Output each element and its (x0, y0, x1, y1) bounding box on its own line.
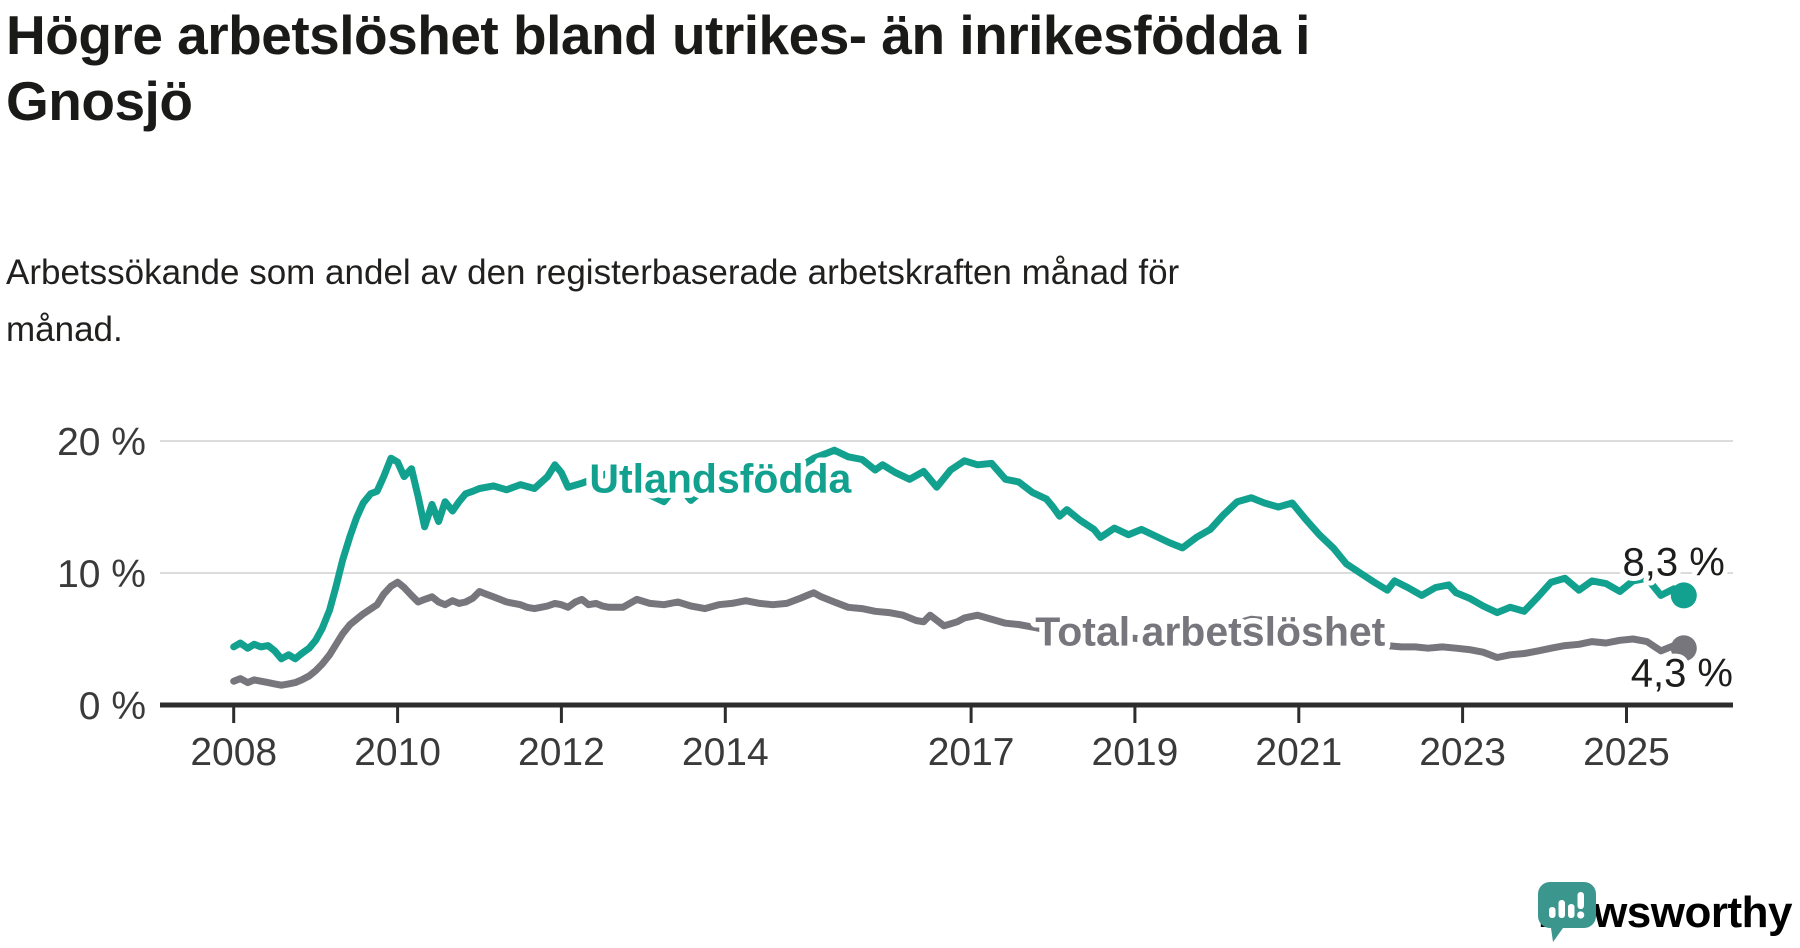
series-line-utlandsfodda (230, 446, 1688, 663)
exclamation-dot (1576, 911, 1585, 919)
x-tick-label-2012: 2012 (518, 731, 605, 774)
speech-bubble-bar-chart-icon (1537, 882, 1596, 942)
chart-title-line-2: Gnosjö (6, 70, 193, 132)
x-tick-label-2014: 2014 (682, 731, 769, 774)
x-tick-label-2025: 2025 (1583, 731, 1670, 774)
x-tick-label-2019: 2019 (1092, 731, 1179, 774)
end-dot-utlandsfodda (1670, 582, 1697, 609)
y-tick-label-0pct: 0 % (79, 685, 146, 728)
y-tick-label-20pct: 20 % (57, 421, 146, 464)
bar-tall (1558, 900, 1565, 918)
y-tick-label-10pct: 10 % (57, 553, 146, 596)
newsworthy-logo: Newsworthy (1537, 882, 1793, 944)
chart-title-line-1: Högre arbetslöshet bland utrikes- än inr… (6, 4, 1310, 66)
x-tick-label-2021: 2021 (1255, 731, 1342, 774)
end-value-label-utlandsfodda: 8,3 % (1623, 541, 1725, 585)
chart-subtitle-line-1: Arbetssökande som andel av den registerb… (6, 253, 1180, 292)
x-tick-label-2010: 2010 (354, 731, 441, 774)
series-label-total: Total arbetslöshet (1035, 609, 1385, 655)
series-line-total (230, 578, 1688, 689)
bar-medium (1567, 904, 1575, 918)
x-tick-label-2023: 2023 (1419, 731, 1506, 774)
x-tick-label-2017: 2017 (928, 731, 1015, 774)
series-label-utlandsfodda: Utlandsfödda (589, 456, 852, 502)
end-dot-total (1670, 635, 1697, 662)
exclamation-bar (1577, 892, 1584, 909)
x-tick-label-2008: 2008 (190, 731, 277, 774)
end-value-label-total: 4,3 % (1631, 652, 1733, 696)
bar-small (1548, 907, 1556, 918)
chart-title: Högre arbetslöshet bland utrikes- än inr… (6, 2, 1506, 134)
chart-subtitle: Arbetssökande som andel av den registerb… (6, 244, 1686, 358)
speech-bubble-shape (1537, 882, 1596, 942)
chart-subtitle-line-2: månad. (6, 310, 123, 349)
